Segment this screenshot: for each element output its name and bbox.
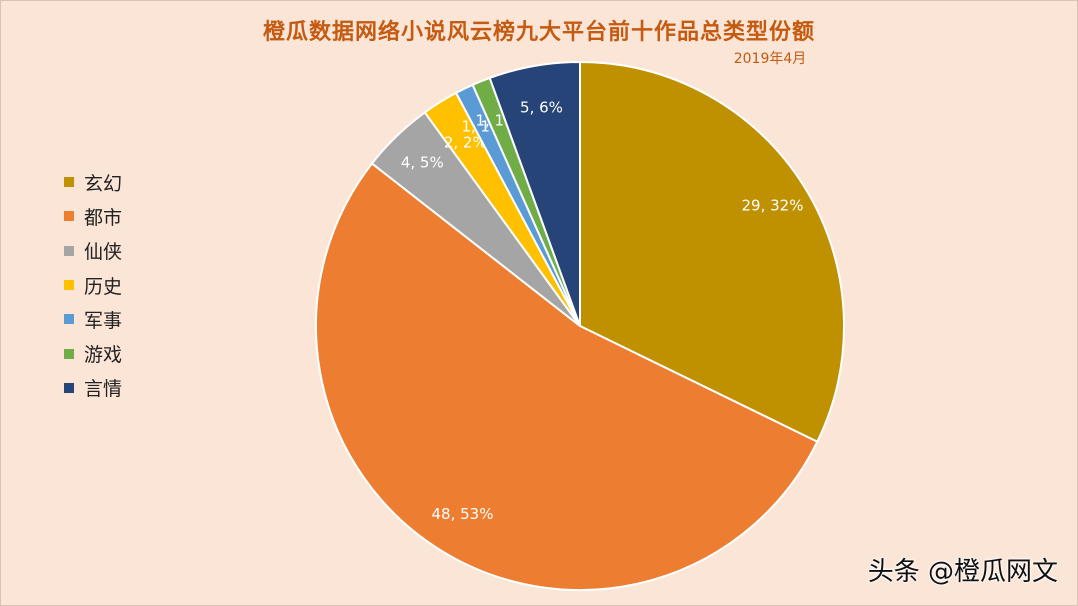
legend-swatch xyxy=(64,382,74,393)
legend-item-3: 仙侠 xyxy=(64,234,122,268)
legend-item-5: 军事 xyxy=(64,302,122,336)
legend-label: 历史 xyxy=(84,275,123,298)
legend-swatch xyxy=(64,177,74,188)
pie-slice-2 xyxy=(314,162,819,592)
legend-swatch xyxy=(64,314,74,325)
data-label-3: 4, 5% xyxy=(401,154,444,172)
legend-label: 都市 xyxy=(84,206,123,229)
legend-label: 军事 xyxy=(84,309,123,332)
chart-subtitle: 2019年4月 xyxy=(733,51,807,67)
legend-label: 玄幻 xyxy=(84,172,123,195)
legend-label: 言情 xyxy=(84,378,123,401)
legend-item-6: 游戏 xyxy=(64,336,122,370)
pie-slice-1 xyxy=(579,60,845,444)
legend-item-2: 都市 xyxy=(64,199,122,233)
legend-item-4: 历史 xyxy=(64,268,122,302)
legend-item-1: 玄幻 xyxy=(64,165,122,199)
watermark: 头条 @橙瓜网文 xyxy=(867,557,1058,587)
legend-label: 仙侠 xyxy=(84,241,123,264)
legend-swatch xyxy=(64,280,74,291)
legend-swatch xyxy=(64,348,74,359)
data-label-4: 2, 2% xyxy=(444,133,487,151)
legend-swatch xyxy=(64,211,74,222)
legend-label: 游戏 xyxy=(84,344,123,367)
chart-title: 橙瓜数据网络小说风云榜九大平台前十作品总类型份额 xyxy=(262,20,815,45)
chart-legend: 玄幻都市仙侠历史军事游戏言情 xyxy=(64,165,122,405)
data-label-7: 5, 6% xyxy=(520,99,563,117)
pie-slice-7 xyxy=(488,60,581,327)
legend-swatch xyxy=(64,245,74,256)
data-label-2: 48, 53% xyxy=(432,505,494,523)
legend-item-7: 言情 xyxy=(64,371,122,405)
data-label-1: 29, 32% xyxy=(742,197,804,215)
